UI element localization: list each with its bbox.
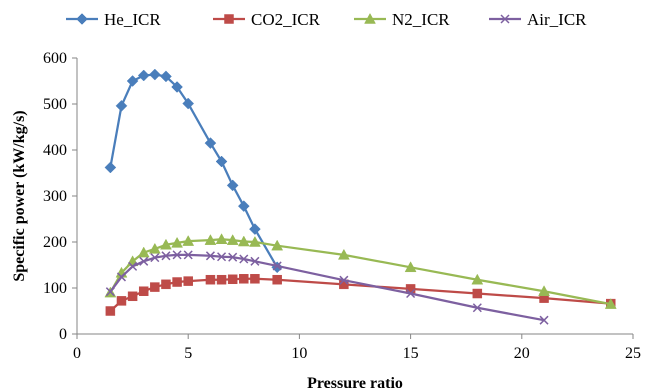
legend-label: He_ICR: [104, 10, 161, 29]
legend-marker: [364, 12, 376, 24]
data-point: [160, 70, 172, 83]
data-point: [404, 261, 417, 273]
data-point: [182, 235, 195, 246]
y-tick-label: 200: [43, 234, 67, 251]
data-point: [182, 97, 195, 110]
data-point: [216, 274, 227, 285]
data-point: [150, 253, 160, 263]
data-point: [337, 248, 350, 260]
data-point: [472, 303, 482, 313]
data-point: [150, 282, 160, 292]
x-tick-label: 25: [625, 345, 641, 362]
data-point: [171, 236, 184, 248]
data-point: [227, 274, 238, 285]
data-point: [116, 272, 127, 282]
data-point: [472, 288, 483, 299]
x-tick-label: 15: [403, 345, 419, 362]
data-point: [204, 137, 217, 149]
y-tick-label: 0: [59, 326, 67, 343]
legend-label: CO2_ICR: [251, 10, 321, 29]
legend-item: CO2_ICR: [213, 10, 321, 29]
data-point: [183, 276, 193, 286]
ticks: 0 100 200 300 400 500 600 0 5 10 15 20 25: [43, 50, 641, 362]
data-point: [139, 256, 149, 266]
data-point: [226, 179, 239, 192]
x-tick-label: 5: [184, 345, 192, 362]
data-point: [137, 246, 150, 258]
data-point: [127, 291, 138, 302]
legend-item: He_ICR: [66, 10, 161, 29]
data-point: [172, 250, 182, 260]
data-point: [205, 251, 215, 261]
x-tick-label: 20: [514, 345, 530, 362]
data-point: [271, 239, 284, 251]
series-layer: [104, 68, 617, 325]
data-point: [161, 251, 171, 261]
legend-marker: [224, 14, 234, 24]
x-tick-label: 10: [291, 345, 307, 362]
data-point: [148, 242, 161, 254]
data-point: [126, 75, 139, 87]
y-tick-label: 500: [43, 96, 67, 113]
data-point: [339, 275, 349, 285]
data-point: [105, 306, 116, 316]
data-point: [406, 288, 416, 299]
data-point: [217, 252, 227, 262]
data-point: [137, 69, 150, 82]
data-point: [116, 296, 127, 306]
legend-label: Air_ICR: [527, 10, 587, 29]
data-point: [115, 99, 128, 112]
x-tick-label: 0: [73, 345, 81, 362]
series-line: [109, 238, 611, 306]
y-tick-label: 400: [43, 142, 67, 159]
data-point: [105, 287, 115, 297]
data-point: [172, 277, 182, 287]
data-point: [138, 286, 149, 296]
data-point: [128, 261, 138, 271]
data-point: [471, 273, 484, 285]
data-point: [250, 256, 260, 266]
data-point: [539, 315, 549, 325]
legend-marker: [76, 13, 88, 25]
y-tick-label: 300: [43, 188, 67, 205]
data-point: [250, 274, 260, 284]
data-point: [228, 252, 238, 262]
data-point: [171, 81, 183, 93]
data-point: [248, 235, 261, 247]
data-point: [237, 235, 250, 247]
legend: He_ICR CO2_ICR N2_ICR Air_ICR: [66, 10, 587, 29]
legend-marker: [500, 14, 510, 24]
data-point: [272, 261, 282, 271]
legend-item: N2_ICR: [354, 10, 450, 29]
data-point: [205, 274, 216, 285]
data-point: [239, 274, 249, 284]
legend-item: Air_ICR: [489, 10, 587, 29]
data-point: [226, 234, 239, 245]
data-point: [215, 155, 228, 168]
data-point: [249, 223, 261, 235]
data-point: [538, 285, 550, 296]
series-He_ICR: [104, 68, 284, 274]
y-tick-label: 600: [43, 50, 67, 67]
y-tick-label: 100: [43, 280, 67, 297]
series-Air_ICR: [105, 250, 549, 325]
data-point: [272, 274, 282, 285]
data-point: [237, 200, 250, 212]
data-point: [161, 279, 171, 290]
data-point: [239, 254, 249, 264]
y-axis-title: Specific power (kW/kg/s): [11, 110, 28, 281]
data-point: [604, 298, 617, 309]
data-point: [204, 234, 217, 245]
legend-label: N2_ICR: [392, 10, 450, 29]
data-point: [183, 250, 193, 260]
data-point: [148, 68, 161, 81]
data-point: [104, 161, 117, 174]
x-axis-title: Pressure ratio: [307, 375, 403, 390]
data-point: [160, 238, 172, 250]
data-point: [215, 233, 228, 244]
